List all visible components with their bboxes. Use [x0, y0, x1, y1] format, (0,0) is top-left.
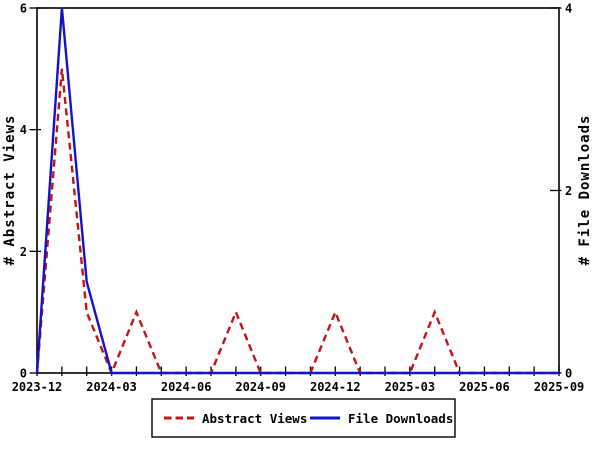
right-y-tick-label: 4 — [565, 2, 572, 16]
legend-box — [151, 398, 456, 438]
left-y-tick-label: 2 — [20, 245, 27, 259]
legend: Abstract Views File Downloads — [151, 398, 456, 438]
x-tick-label: 2025-03 — [385, 380, 436, 394]
x-tick-label: 2023-12 — [12, 380, 63, 394]
x-tick-label: 2024-06 — [161, 380, 212, 394]
right-y-tick-label: 2 — [565, 184, 572, 198]
left-y-tick-label: 6 — [20, 2, 27, 16]
legend-entry-label: File Downloads — [348, 411, 453, 426]
left-y-tick-label: 4 — [20, 123, 27, 137]
x-tick-label: 2025-09 — [534, 380, 585, 394]
series-line-file-downloads — [35, 7, 559, 375]
right-axis-title: # File Downloads — [577, 115, 593, 266]
x-tick-label: 2024-03 — [86, 380, 137, 394]
right-y-tick-label: 0 — [565, 367, 572, 381]
x-tick-label: 2024-12 — [310, 380, 361, 394]
legend-entry-label: Abstract Views — [202, 411, 307, 426]
x-tick-label: 2024-09 — [235, 380, 286, 394]
left-axis-title: # Abstract Views — [2, 115, 18, 266]
x-tick-label: 2025-06 — [459, 380, 510, 394]
left-y-tick-label: 0 — [20, 367, 27, 381]
